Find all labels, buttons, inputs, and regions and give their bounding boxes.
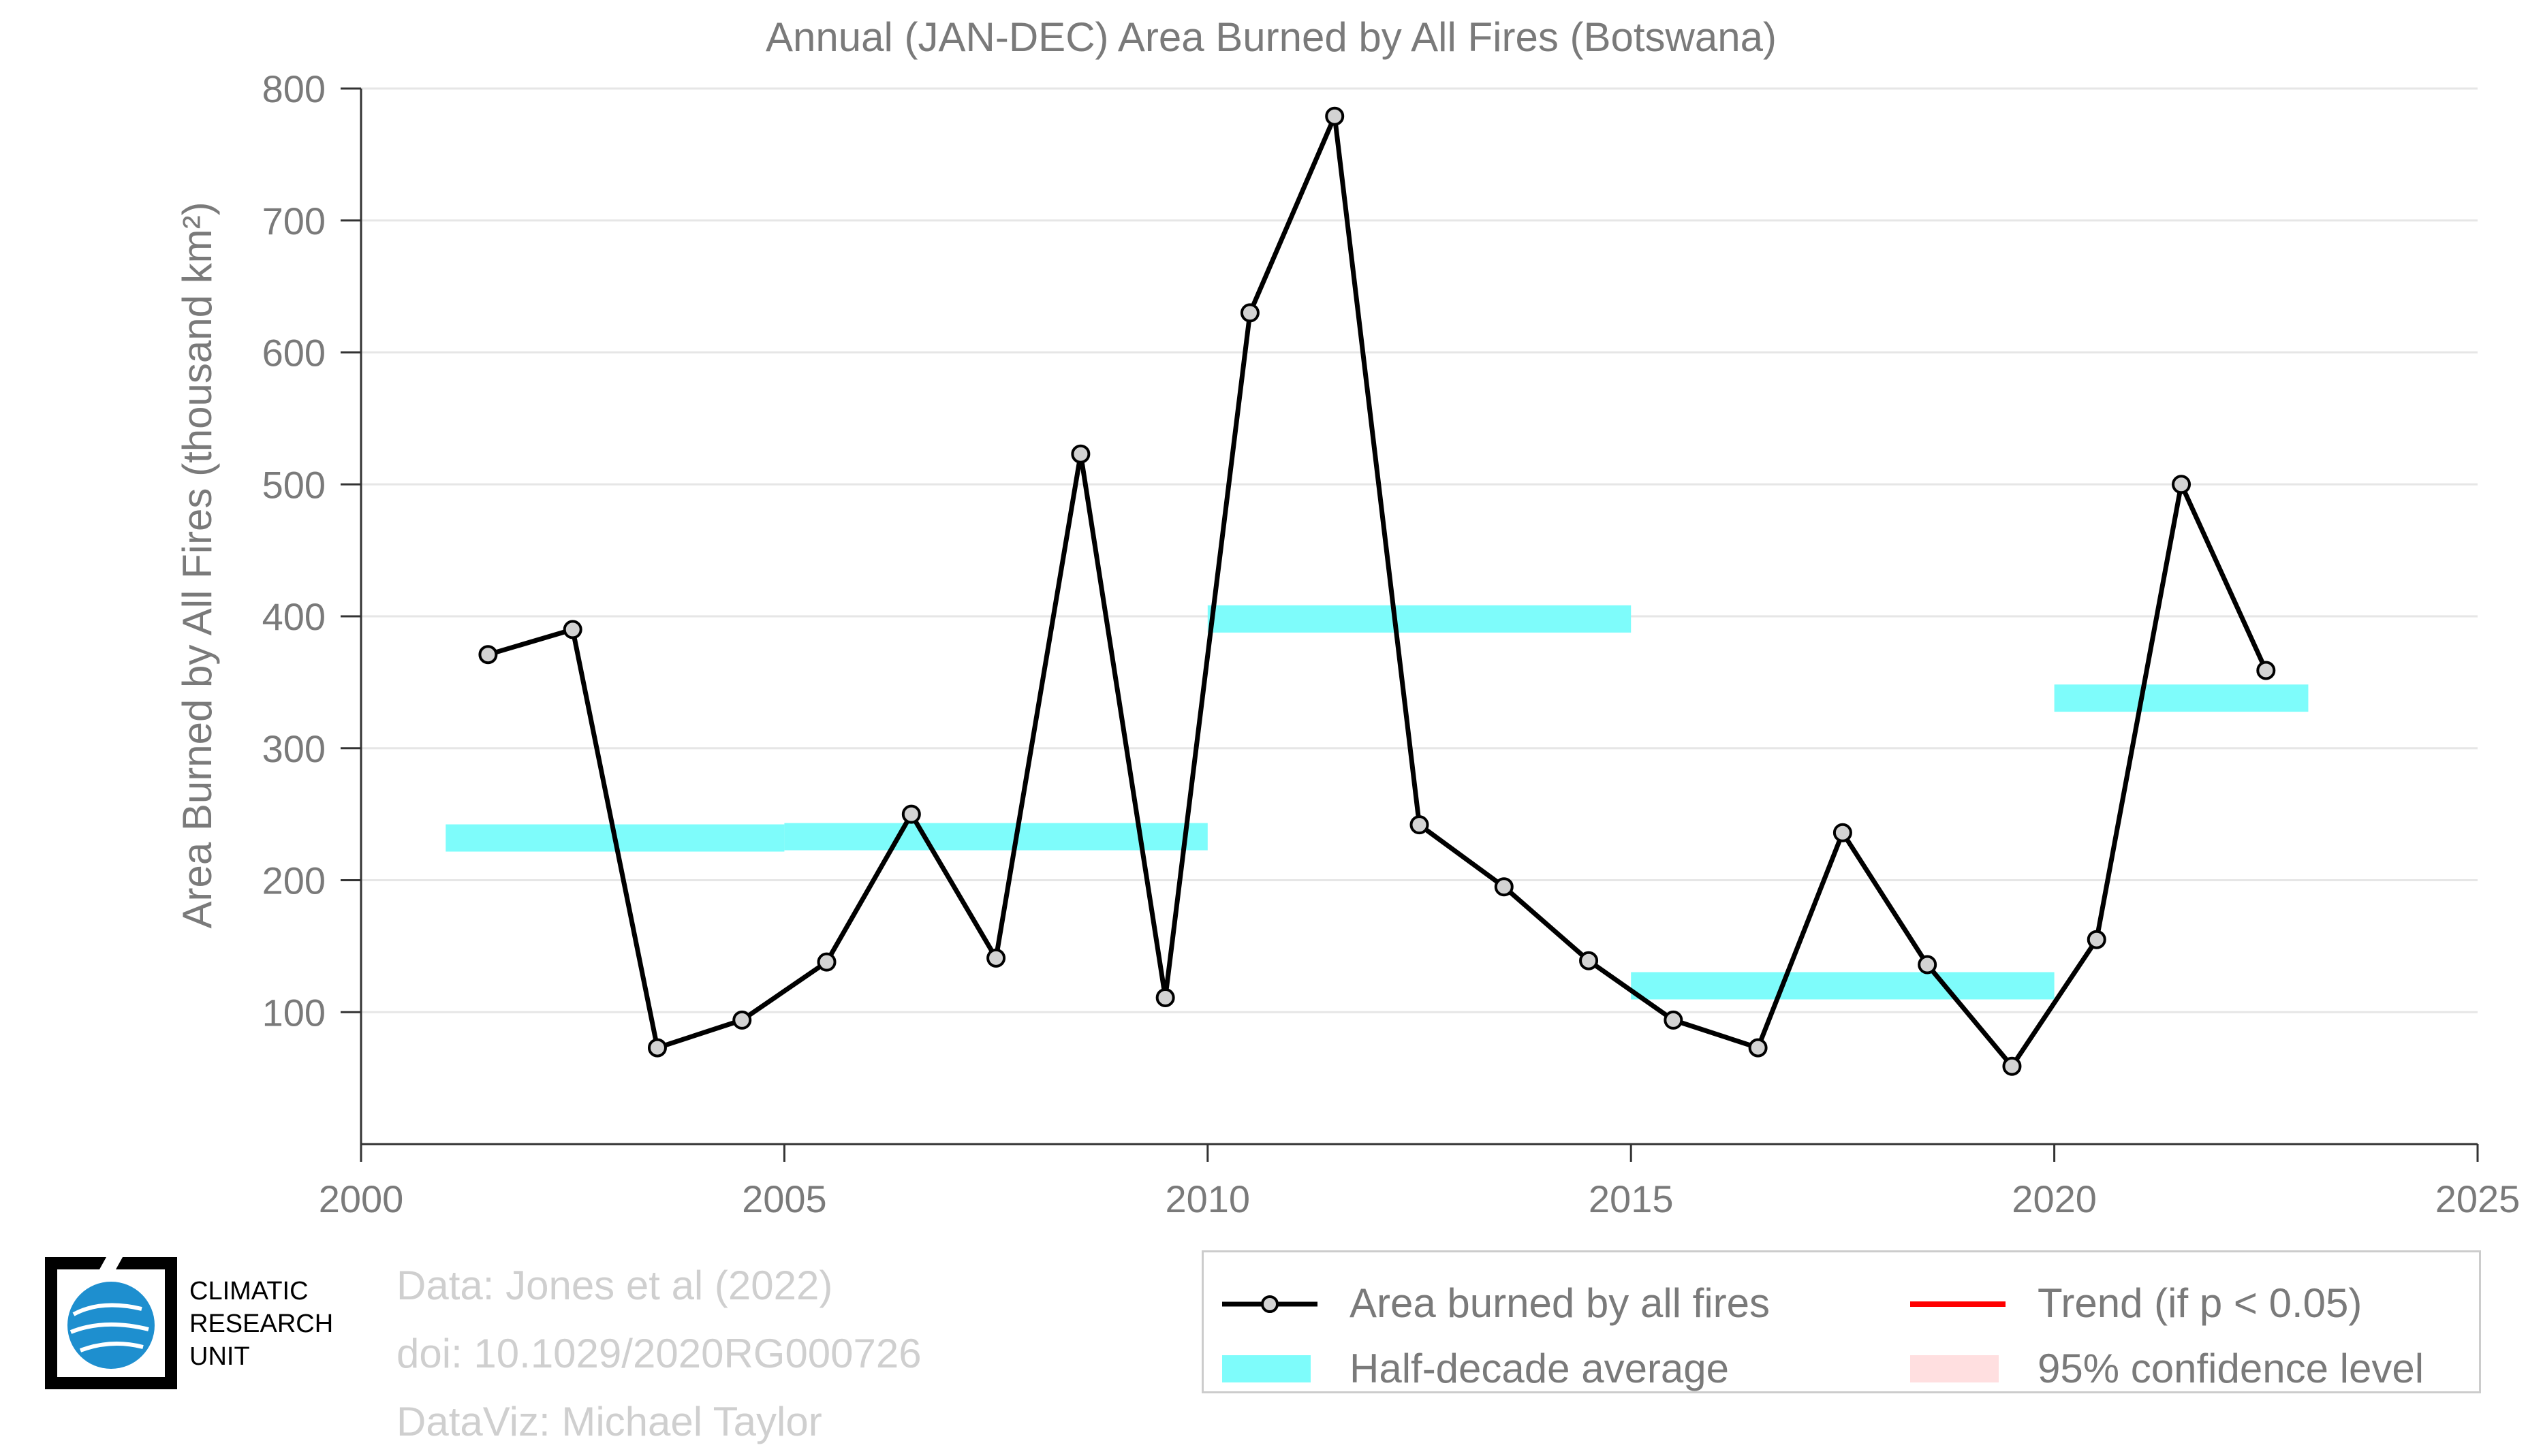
data-point xyxy=(732,1010,752,1030)
chart-plot: Annual (JAN-DEC) Area Burned by All Fire… xyxy=(174,14,2521,1220)
y-tick-label: 700 xyxy=(262,200,326,242)
half-decade-bar xyxy=(1631,972,2055,1000)
data-point xyxy=(1409,815,1429,835)
y-tick-label: 600 xyxy=(262,332,326,375)
logo-line-1: CLIMATIC xyxy=(189,1277,309,1305)
data-point xyxy=(2256,661,2276,680)
y-tick-label: 300 xyxy=(262,727,326,770)
cru-logo-text: CLIMATIC RESEARCH UNIT xyxy=(189,1275,333,1373)
data-point xyxy=(1155,987,1175,1007)
data-point xyxy=(563,620,582,639)
data-credits: Data: Jones et al (2022) doi: 10.1029/20… xyxy=(396,1252,922,1456)
data-point xyxy=(1664,1010,1683,1030)
y-tick-label: 400 xyxy=(262,595,326,638)
x-tick-label: 2025 xyxy=(2435,1177,2521,1220)
logo-line-2: RESEARCH xyxy=(189,1310,334,1338)
x-tick-label: 2015 xyxy=(1589,1177,1674,1220)
chart-legend: Area burned by all fires Trend (if p < 0… xyxy=(1202,1250,2481,1393)
legend-label-area-burned: Area burned by all fires xyxy=(1349,1280,1770,1326)
legend-label-confidence: 95% confidence level xyxy=(2038,1346,2424,1391)
x-tick-label: 2000 xyxy=(319,1177,404,1220)
cru-logo xyxy=(40,1252,183,1395)
data-point xyxy=(1748,1038,1768,1058)
legend-trend-line-icon xyxy=(1910,1301,2006,1307)
half-decade-bar xyxy=(1207,605,1632,633)
data-point xyxy=(817,952,837,972)
data-point xyxy=(2087,930,2106,949)
data-point xyxy=(478,645,498,665)
y-tick-label: 500 xyxy=(262,463,326,506)
legend-label-half-decade: Half-decade average xyxy=(1349,1346,1730,1391)
legend-half-decade-swatch-icon xyxy=(1222,1355,1311,1382)
data-point xyxy=(647,1038,667,1058)
data-point xyxy=(1240,303,1260,323)
legend-confidence-swatch-icon xyxy=(1910,1355,1999,1382)
y-tick-label: 200 xyxy=(262,859,326,902)
cru-logo-icon xyxy=(45,1257,177,1389)
legend-label-trend: Trend (if p < 0.05) xyxy=(2038,1280,2362,1326)
credit-data-source: Data: Jones et al (2022) xyxy=(396,1263,833,1308)
legend-line-marker-icon xyxy=(1222,1295,1317,1313)
data-point xyxy=(1832,823,1852,842)
data-point xyxy=(1071,444,1091,464)
y-axis-label: Area Burned by All Fires (thousand km²) xyxy=(174,202,220,928)
data-point xyxy=(2172,475,2191,494)
data-point xyxy=(986,948,1006,968)
data-point xyxy=(1325,106,1345,126)
x-tick-label: 2005 xyxy=(742,1177,827,1220)
half-decade-bar xyxy=(784,823,1208,851)
x-tick-label: 2010 xyxy=(1166,1177,1251,1220)
half-decade-bar xyxy=(2054,684,2309,712)
data-point xyxy=(1918,955,1937,975)
credit-dataviz: DataViz: Michael Taylor xyxy=(396,1399,822,1444)
logo-line-3: UNIT xyxy=(189,1342,250,1371)
data-point xyxy=(1494,877,1514,897)
credit-doi: doi: 10.1029/2020RG000726 xyxy=(396,1331,922,1376)
series-line xyxy=(487,114,2268,1069)
y-tick-label: 800 xyxy=(262,67,326,110)
y-tick-label: 100 xyxy=(262,991,326,1034)
data-point xyxy=(1579,951,1599,970)
chart-title: Annual (JAN-DEC) Area Burned by All Fire… xyxy=(766,14,1777,60)
data-point xyxy=(2002,1056,2022,1076)
data-point xyxy=(901,804,921,824)
x-tick-label: 2020 xyxy=(2012,1177,2097,1220)
